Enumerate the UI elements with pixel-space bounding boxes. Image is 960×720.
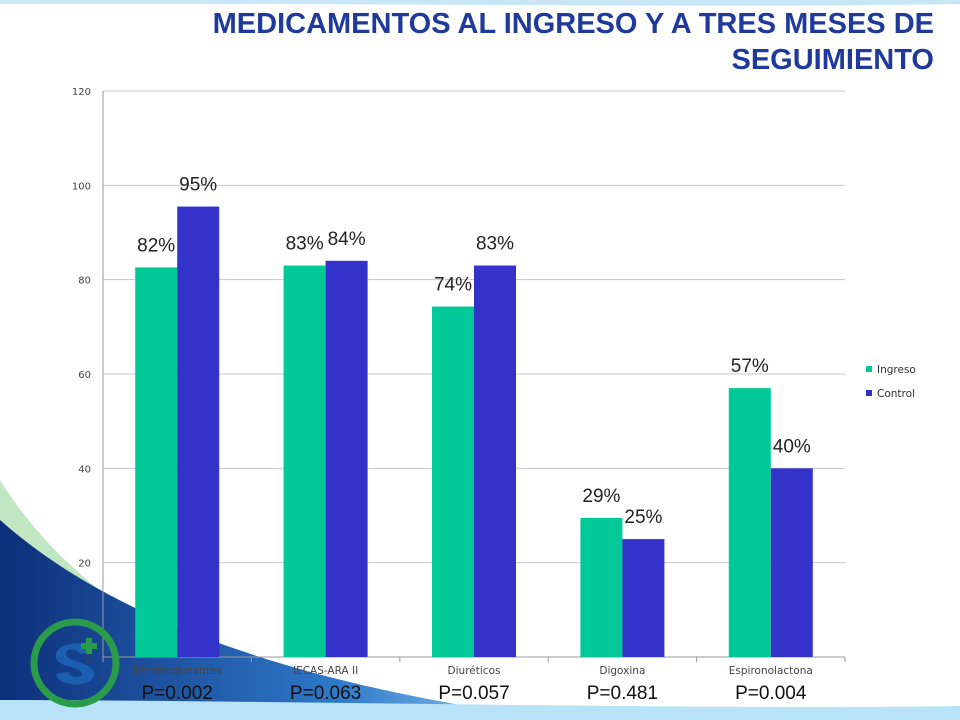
y-tick-label: 120: [72, 87, 91, 98]
bar-value-label: 82%: [137, 235, 175, 256]
x-tick-label: Betabloqueantes: [133, 665, 222, 677]
x-tick-label: IECAS-ARA II: [293, 665, 358, 677]
bar: [580, 517, 623, 657]
legend-label: Ingreso: [877, 364, 916, 376]
y-tick-label: 60: [78, 370, 91, 381]
y-tick-label: 20: [78, 559, 91, 570]
bar: [325, 260, 368, 657]
bar: [770, 468, 813, 657]
page-title: MEDICAMENTOS AL INGRESO Y A TRES MESES D…: [54, 6, 934, 78]
p-value-label: P=0.002: [142, 683, 213, 704]
bar-value-label: 74%: [434, 275, 472, 296]
bar-value-label: 57%: [731, 356, 769, 377]
title-line-2: SEGUIMIENTO: [731, 44, 935, 76]
p-value-label: P=0.004: [735, 683, 807, 704]
bottom-wave-light: [0, 700, 960, 720]
x-tick-label: Diuréticos: [448, 665, 501, 677]
y-tick-label: 80: [78, 276, 91, 287]
legend-swatch: [866, 366, 872, 372]
bar: [432, 306, 474, 657]
bar: [283, 265, 326, 657]
p-value-label: P=0.057: [438, 683, 509, 704]
bar-value-label: 25%: [624, 507, 662, 528]
x-tick-label: Espironolactona: [729, 665, 813, 677]
bar-value-label: 84%: [328, 229, 366, 250]
top-wave: [0, 0, 960, 6]
bar-value-label: 40%: [773, 436, 811, 457]
bar: [135, 267, 178, 657]
bar: [622, 539, 665, 657]
y-tick-label: 0: [85, 653, 91, 664]
x-tick-label: Digoxina: [599, 665, 645, 677]
bar-value-label: 95%: [179, 175, 217, 196]
p-value-label: P=0.481: [587, 683, 658, 704]
bar-value-label: 83%: [476, 234, 514, 255]
y-tick-label: 40: [78, 464, 91, 475]
bottom-wave-blue: [0, 520, 560, 720]
bar: [474, 265, 516, 657]
bar-value-label: 29%: [582, 486, 620, 507]
bar: [728, 388, 771, 657]
legend-label: Control: [877, 388, 915, 400]
legend-swatch: [866, 390, 872, 396]
y-tick-label: 100: [72, 181, 91, 192]
bar: [177, 206, 220, 657]
logo-icon: [30, 618, 120, 708]
bar-value-label: 83%: [286, 234, 324, 255]
p-value-label: P=0.063: [290, 683, 361, 704]
title-line-1: MEDICAMENTOS AL INGRESO Y A TRES MESES D…: [212, 8, 934, 40]
